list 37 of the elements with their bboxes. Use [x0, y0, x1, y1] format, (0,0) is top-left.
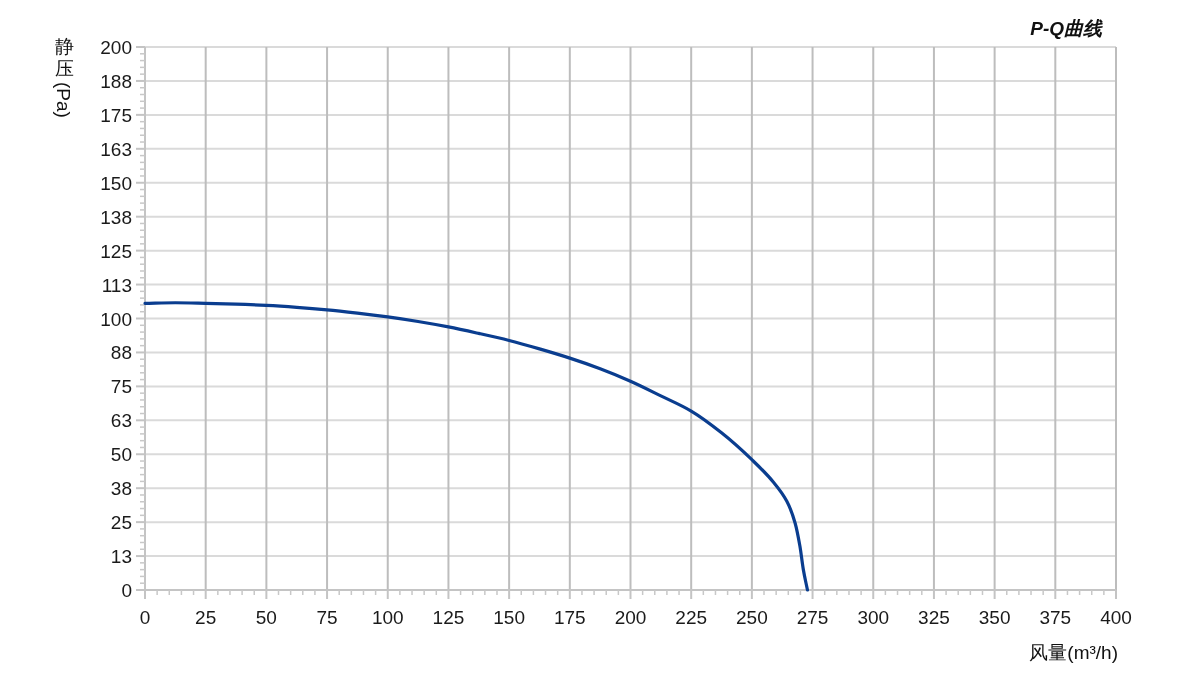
x-tick-label: 25: [195, 607, 217, 628]
y-tick-label: 150: [100, 172, 132, 194]
y-tick-label: 163: [100, 138, 132, 160]
x-tick-label: 225: [675, 607, 708, 628]
x-tick-label: 0: [139, 607, 151, 628]
y-tick-label: 100: [100, 308, 132, 330]
y-tick-label: 0: [121, 580, 132, 601]
y-tick-label: 50: [110, 444, 132, 466]
y-tick-label: 175: [100, 104, 132, 126]
y-tick-label: 200: [100, 37, 132, 58]
y-tick-label: 125: [100, 240, 132, 262]
x-tick-label: 150: [493, 607, 525, 628]
x-tick-label: 375: [1039, 607, 1072, 628]
y-tick-label: 13: [110, 546, 132, 568]
x-tick-label: 325: [918, 607, 950, 628]
x-tick-label: 200: [614, 607, 647, 628]
y-tick-label: 88: [110, 342, 132, 364]
y-tick-label: 38: [110, 478, 132, 500]
x-tick-label: 175: [553, 607, 586, 628]
x-tick-label: 100: [371, 607, 404, 628]
y-tick-label: 188: [100, 70, 132, 92]
y-tick-label: 113: [101, 274, 132, 296]
ylabel: 静压(Pa): [53, 35, 75, 118]
x-tick-label: 300: [857, 607, 890, 628]
x-tick-label: 50: [255, 607, 277, 628]
y-tick-label: 63: [110, 410, 132, 432]
x-tick-label: 400: [1100, 607, 1132, 628]
title: P-Q曲线: [1030, 18, 1102, 39]
y-tick-label: 138: [100, 206, 132, 228]
xlabel: 风量(m³/h): [1029, 642, 1118, 663]
x-tick-label: 125: [432, 607, 465, 628]
x-tick-label: 350: [978, 607, 1011, 628]
x-tick-label: 275: [796, 607, 829, 628]
y-tick-label: 75: [110, 376, 132, 398]
x-tick-label: 75: [316, 607, 338, 628]
y-tick-label: 25: [110, 512, 132, 534]
x-tick-label: 250: [736, 607, 768, 628]
